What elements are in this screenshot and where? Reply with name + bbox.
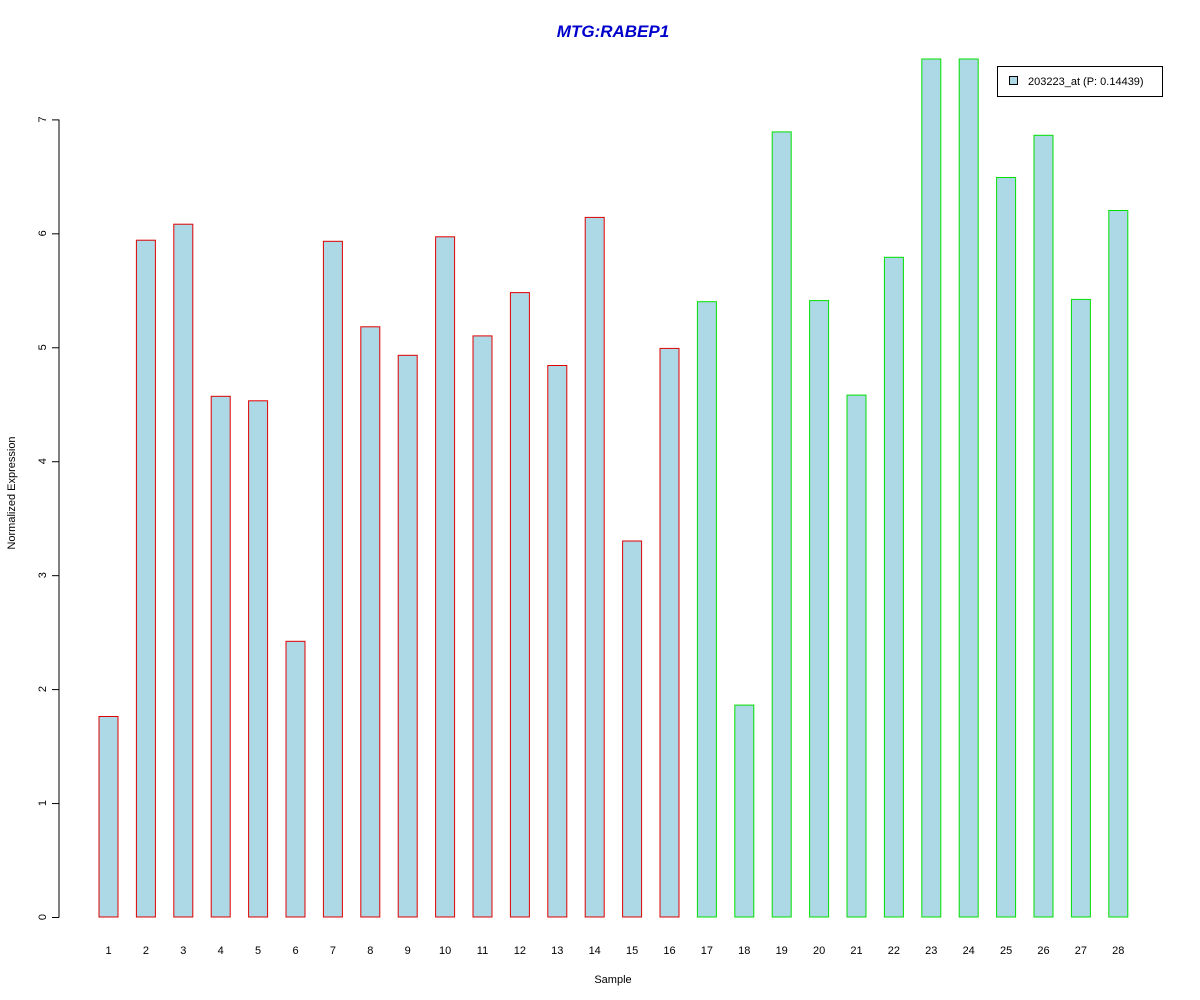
bar-sample-11 <box>472 335 493 918</box>
legend-swatch <box>1009 76 1018 85</box>
bar-sample-18 <box>734 704 755 918</box>
x-tick-label: 17 <box>701 945 713 957</box>
x-tick-label: 25 <box>1000 945 1012 957</box>
x-tick-label: 12 <box>514 945 526 957</box>
y-axis-label: Normalized Expression <box>6 436 18 549</box>
x-tick-label: 1 <box>105 945 111 957</box>
bar-sample-26 <box>1033 134 1054 918</box>
bar-sample-14 <box>584 216 605 918</box>
y-tick-label: 0 <box>37 914 49 920</box>
bar-sample-3 <box>173 223 194 918</box>
bar-sample-9 <box>397 354 418 918</box>
bar-sample-25 <box>996 177 1017 918</box>
x-tick-label: 26 <box>1037 945 1049 957</box>
x-tick-label: 7 <box>330 945 336 957</box>
x-tick-label: 8 <box>367 945 373 957</box>
legend-box <box>997 66 1163 97</box>
x-tick-label: 16 <box>663 945 675 957</box>
bar-sample-16 <box>659 347 680 918</box>
x-tick-label: 2 <box>143 945 149 957</box>
y-tick-label: 7 <box>37 116 49 122</box>
bar-sample-5 <box>248 400 269 918</box>
bar-sample-17 <box>696 301 717 918</box>
bar-sample-28 <box>1108 210 1129 918</box>
x-tick-label: 18 <box>738 945 750 957</box>
chart-title: MTG:RABEP1 <box>557 22 669 41</box>
x-axis-label: Sample <box>594 974 631 986</box>
y-tick-label: 2 <box>37 686 49 692</box>
y-tick-label: 6 <box>37 230 49 236</box>
x-tick-label: 3 <box>180 945 186 957</box>
x-tick-label: 28 <box>1112 945 1124 957</box>
x-tick-label: 20 <box>813 945 825 957</box>
x-tick-label: 11 <box>477 945 488 957</box>
x-axis-tick-labels: 1 2 3 4 5 6 7 8 9 10 11 12 13 14 15 16 17 18 19 20 21 22 23 24 2… <box>105 945 1124 957</box>
bar-sample-27 <box>1070 298 1091 918</box>
x-tick-label: 4 <box>218 945 224 957</box>
legend: 203223_at (P: 0.14439) <box>997 66 1163 97</box>
bar-sample-21 <box>846 394 867 918</box>
bar-sample-7 <box>322 240 343 918</box>
legend-label: 203223_at (P: 0.14439) <box>1028 76 1144 88</box>
bar-sample-24 <box>958 58 979 918</box>
y-tick-label: 3 <box>37 572 49 578</box>
y-tick-label: 4 <box>37 458 49 464</box>
x-tick-label: 15 <box>626 945 638 957</box>
x-tick-label: 5 <box>255 945 261 957</box>
bar-sample-6 <box>285 640 306 918</box>
x-tick-label: 19 <box>776 945 788 957</box>
x-tick-label: 23 <box>925 945 937 957</box>
x-tick-label: 13 <box>551 945 563 957</box>
bar-sample-13 <box>547 365 568 918</box>
x-tick-label: 9 <box>405 945 411 957</box>
bar-sample-19 <box>771 131 792 918</box>
bar-sample-1 <box>98 716 119 918</box>
x-tick-label: 10 <box>439 945 451 957</box>
bar-sample-4 <box>210 395 231 918</box>
bar-sample-10 <box>435 236 456 918</box>
bar-sample-23 <box>921 58 942 918</box>
bar-sample-22 <box>883 256 904 918</box>
bars <box>98 58 1129 918</box>
x-tick-label: 27 <box>1075 945 1087 957</box>
bar-sample-12 <box>509 292 530 918</box>
bar-sample-15 <box>622 540 643 918</box>
y-axis-ticks: 0 1 2 3 4 5 6 7 <box>37 116 59 920</box>
bar-sample-2 <box>135 239 156 918</box>
bar-sample-8 <box>360 326 381 918</box>
y-tick-label: 5 <box>37 344 49 350</box>
y-tick-label: 1 <box>37 800 49 806</box>
x-tick-label: 24 <box>963 945 975 957</box>
x-tick-label: 14 <box>589 945 601 957</box>
x-tick-label: 21 <box>850 945 862 957</box>
x-tick-label: 6 <box>292 945 298 957</box>
x-tick-label: 22 <box>888 945 900 957</box>
bar-sample-20 <box>809 300 830 918</box>
